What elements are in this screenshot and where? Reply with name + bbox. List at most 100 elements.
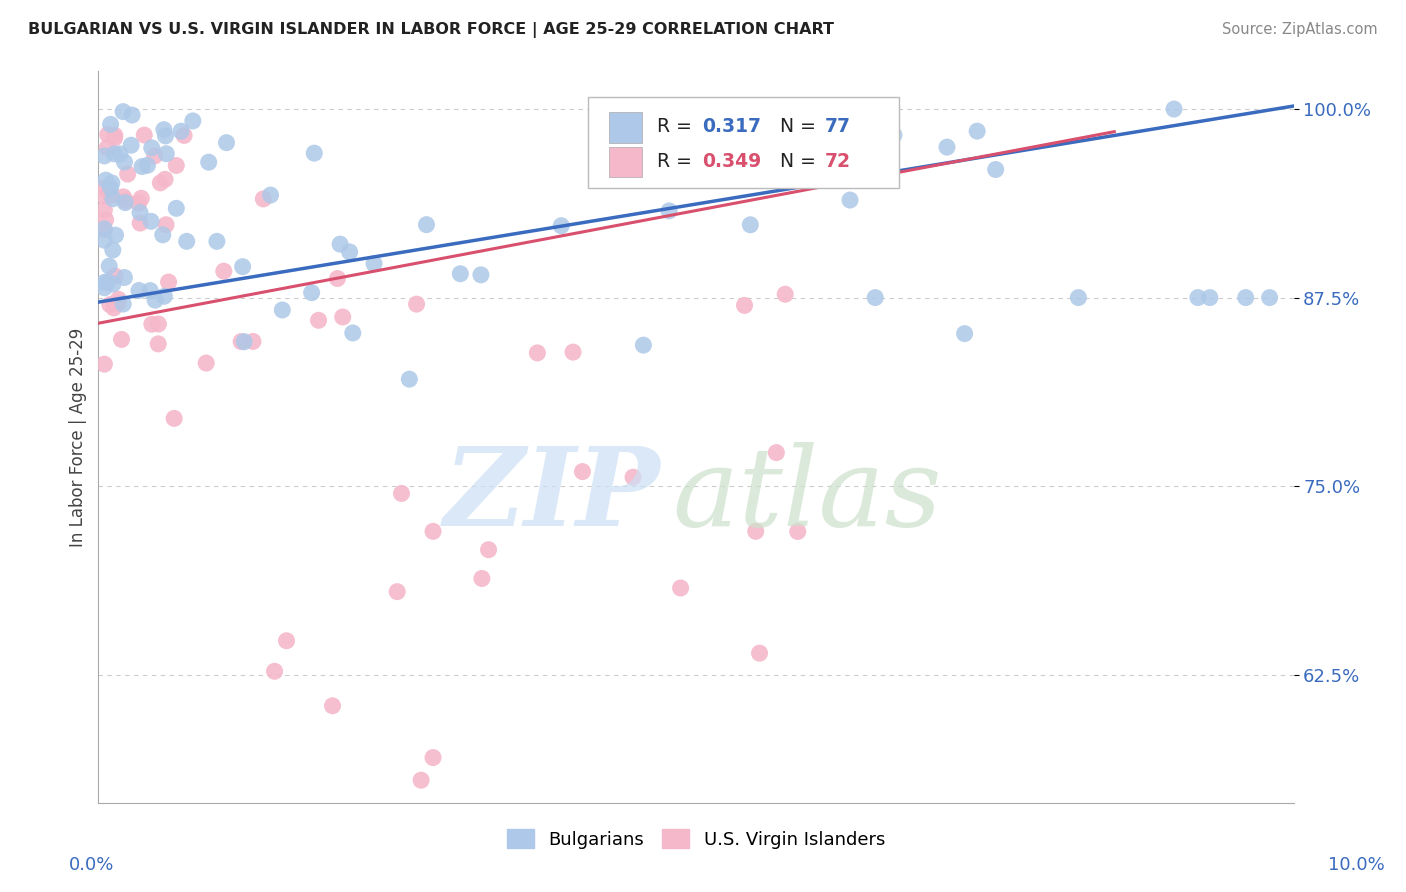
Point: [1234, 291, 1257, 305]
Point: [411, 773, 433, 788]
Point: [308, 313, 330, 327]
Point: [342, 326, 364, 340]
Text: BULGARIAN VS U.S. VIRGIN ISLANDER IN LABOR FORCE | AGE 25-29 CORRELATION CHART: BULGARIAN VS U.S. VIRGIN ISLANDER IN LAB…: [28, 22, 834, 38]
FancyBboxPatch shape: [609, 112, 643, 143]
Point: [100, 117, 122, 131]
Point: [740, 218, 762, 232]
Point: [148, 317, 170, 331]
Point: [149, 176, 172, 190]
Point: [129, 191, 152, 205]
Text: 10.0%: 10.0%: [1329, 856, 1385, 874]
Point: [633, 338, 655, 352]
Point: [1163, 102, 1185, 116]
Point: [112, 190, 135, 204]
Point: [131, 160, 153, 174]
Point: [114, 195, 136, 210]
Point: [415, 218, 437, 232]
Point: [966, 124, 988, 138]
Point: [128, 284, 150, 298]
Point: [103, 147, 125, 161]
Point: [385, 584, 409, 599]
Point: [136, 158, 159, 172]
Point: [148, 337, 170, 351]
FancyBboxPatch shape: [589, 97, 900, 188]
Point: [526, 346, 548, 360]
Point: [748, 646, 770, 660]
Text: R =: R =: [657, 118, 697, 136]
Point: [197, 155, 219, 169]
Point: [98, 259, 121, 273]
Point: [765, 445, 787, 459]
Point: [98, 297, 121, 311]
Point: [104, 128, 127, 143]
Point: [252, 192, 274, 206]
Point: [155, 218, 177, 232]
Point: [93, 276, 115, 290]
Point: [205, 235, 228, 249]
Point: [232, 260, 254, 274]
Point: [129, 216, 152, 230]
Text: N =: N =: [779, 118, 821, 136]
Point: [422, 524, 444, 539]
Text: ZIP: ZIP: [443, 442, 661, 549]
Point: [101, 192, 124, 206]
Point: [153, 122, 176, 136]
Point: [363, 257, 385, 271]
Point: [101, 277, 124, 291]
Point: [100, 188, 122, 202]
Point: [129, 205, 152, 219]
Point: [471, 572, 494, 586]
Point: [114, 194, 136, 208]
Point: [1199, 291, 1222, 305]
Point: [1187, 291, 1209, 305]
Point: [117, 167, 139, 181]
Point: [422, 750, 444, 764]
Point: [120, 138, 142, 153]
Point: [143, 149, 166, 163]
Point: [104, 228, 127, 243]
Point: [398, 372, 420, 386]
Point: [550, 219, 572, 233]
Point: [195, 356, 218, 370]
Point: [321, 698, 343, 713]
Text: atlas: atlas: [672, 442, 942, 549]
Point: [93, 189, 115, 203]
Point: [745, 524, 768, 539]
Point: [734, 298, 756, 312]
Point: [215, 136, 238, 150]
Point: [391, 486, 413, 500]
Text: N =: N =: [779, 152, 821, 171]
Point: [93, 202, 115, 217]
Point: [301, 285, 323, 300]
Point: [936, 140, 959, 154]
Point: [152, 227, 174, 242]
Point: [157, 275, 180, 289]
Point: [984, 162, 1007, 177]
Point: [271, 303, 294, 318]
Point: [276, 633, 298, 648]
Point: [865, 291, 887, 305]
Point: [839, 193, 862, 207]
Point: [773, 287, 796, 301]
Point: [405, 297, 427, 311]
Text: 0.0%: 0.0%: [69, 856, 114, 874]
Point: [155, 128, 177, 143]
Point: [121, 108, 143, 122]
Point: [103, 301, 125, 315]
Point: [97, 128, 120, 142]
Legend: Bulgarians, U.S. Virgin Islanders: Bulgarians, U.S. Virgin Islanders: [499, 822, 893, 856]
Point: [110, 333, 132, 347]
Point: [100, 181, 122, 195]
Point: [786, 524, 808, 539]
Point: [97, 275, 120, 289]
Point: [883, 128, 905, 142]
Point: [112, 104, 135, 119]
Point: [1258, 291, 1281, 305]
FancyBboxPatch shape: [609, 146, 643, 178]
Point: [953, 326, 976, 341]
Point: [242, 334, 264, 349]
Point: [93, 281, 115, 295]
Point: [107, 293, 129, 307]
Point: [212, 264, 235, 278]
Point: [93, 222, 115, 236]
